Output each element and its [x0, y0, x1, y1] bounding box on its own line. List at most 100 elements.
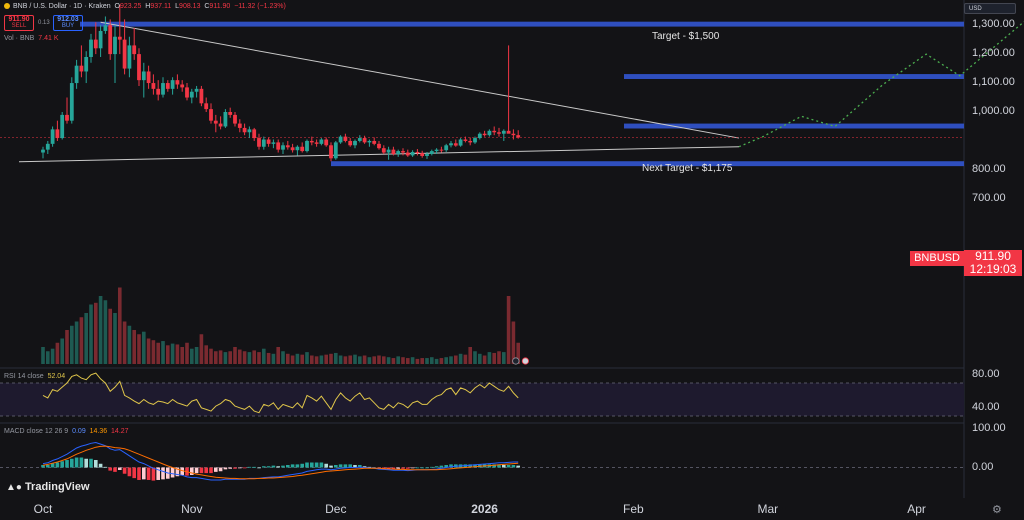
candle-body: [497, 132, 501, 134]
change-value: −11.32 (−1.23%): [234, 3, 286, 10]
volume-bar: [41, 347, 45, 364]
macd-tick-label: 100.00: [972, 421, 1006, 434]
volume-value: 7.41 K: [38, 35, 59, 42]
volume-bar: [242, 351, 247, 364]
macd-histogram-bar: [247, 466, 252, 468]
volume-bar: [478, 353, 482, 364]
candle-body: [127, 45, 132, 69]
high-value: 937.11: [150, 3, 172, 10]
candle-body: [175, 80, 180, 85]
time-tick-label: Mar: [757, 502, 779, 516]
candle-body: [348, 140, 353, 146]
macd-histogram-bar: [396, 467, 400, 469]
settings-gear-icon[interactable]: ⚙: [992, 504, 1002, 516]
macd-histogram-bar: [79, 457, 84, 468]
rsi-label: RSI 14 close: [4, 373, 44, 380]
rsi-band: [0, 383, 964, 416]
rsi-pane: [0, 372, 964, 417]
candle-body: [252, 129, 257, 139]
candle-body: [223, 112, 228, 127]
volume-bars: [41, 287, 520, 364]
macd-histogram-bar: [348, 464, 352, 468]
rsi-line: [42, 372, 519, 414]
volume-bar: [233, 347, 237, 364]
candle-body: [137, 54, 141, 81]
candle-body: [261, 139, 266, 147]
macd-histogram-bar: [127, 467, 132, 477]
macd-histogram-bar: [511, 465, 516, 468]
zone-rect: [331, 161, 964, 167]
volume-bar: [458, 353, 463, 364]
volume-bar: [386, 357, 391, 364]
macd-histogram-bar: [295, 464, 300, 468]
volume-bar: [262, 348, 266, 364]
volume-bar: [401, 357, 405, 364]
candle-body: [213, 120, 218, 124]
volume-bar: [473, 351, 477, 364]
sell-button[interactable]: 911.90 SELL: [4, 15, 34, 31]
buy-button[interactable]: 912.03 BUY: [53, 15, 83, 31]
volume-bar: [175, 344, 180, 364]
price-tick-label: 1,000.00: [972, 105, 1015, 117]
volume-bar: [228, 351, 232, 364]
volume-bar: [166, 345, 170, 364]
volume-bar: [358, 356, 362, 364]
candle-body: [391, 149, 396, 154]
macd-histogram-bar: [468, 464, 472, 468]
macd-histogram-bar: [238, 467, 242, 469]
candle-body: [65, 114, 69, 121]
macd-histogram-bar: [262, 466, 266, 468]
volume-bar: [204, 345, 208, 364]
macd-histogram-bar: [338, 464, 343, 468]
open-label: O: [114, 3, 120, 10]
volume-bar: [137, 334, 141, 364]
candle-body: [151, 83, 156, 89]
candle-body: [79, 65, 84, 72]
volume-bar: [497, 351, 501, 364]
macd-histogram-bar: [406, 467, 410, 469]
currency-select[interactable]: USD: [964, 3, 1016, 14]
ascending-trendline: [18, 146, 740, 163]
macd-histogram-bar: [41, 465, 45, 468]
volume-bar: [502, 352, 506, 364]
macd-histogram-bar: [430, 466, 434, 468]
macd-legend: MACD close 12 26 9 0.09 14.36 14.27: [4, 428, 129, 435]
macd-value-2: 14.36: [89, 428, 108, 435]
macd-histogram-bar: [257, 467, 261, 469]
candle-body: [84, 56, 89, 72]
candle-body: [482, 133, 487, 136]
macd-label: MACD close 12 26 9: [4, 428, 69, 435]
macd-histogram-bar: [449, 464, 453, 468]
macd-histogram-bar: [223, 467, 228, 470]
volume-bar: [50, 348, 55, 364]
candle-body: [271, 142, 276, 144]
volume-bar: [391, 358, 396, 364]
macd-value-3: 14.27: [111, 428, 129, 435]
macd-histogram-bar: [434, 466, 439, 468]
rsi-legend: RSI 14 close 52.04: [4, 373, 65, 380]
macd-histogram-bar: [410, 467, 415, 469]
volume-bar: [377, 355, 381, 364]
sell-price: 911.90: [8, 16, 30, 23]
zone-rect: [624, 74, 964, 79]
volume-bar: [382, 356, 386, 364]
macd-histogram-bar: [209, 467, 213, 474]
time-tick-label: Apr: [907, 502, 926, 516]
volume-bar: [310, 355, 314, 364]
volume-bar: [396, 356, 400, 364]
macd-histogram-bar: [46, 465, 50, 468]
time-tick-label: Feb: [623, 502, 644, 516]
candle-body: [506, 130, 511, 134]
volume-bar: [353, 354, 357, 364]
macd-histogram-bar: [161, 467, 165, 480]
volume-bar: [329, 353, 333, 364]
close-label: C: [204, 3, 210, 10]
volume-bar: [300, 354, 304, 364]
candle-body: [228, 112, 233, 115]
next-target-label: Next Target - $1,175: [642, 163, 733, 174]
volume-bar: [482, 355, 487, 364]
candle-body: [487, 130, 492, 136]
volume-bar: [190, 348, 194, 364]
candle-body: [89, 39, 93, 57]
